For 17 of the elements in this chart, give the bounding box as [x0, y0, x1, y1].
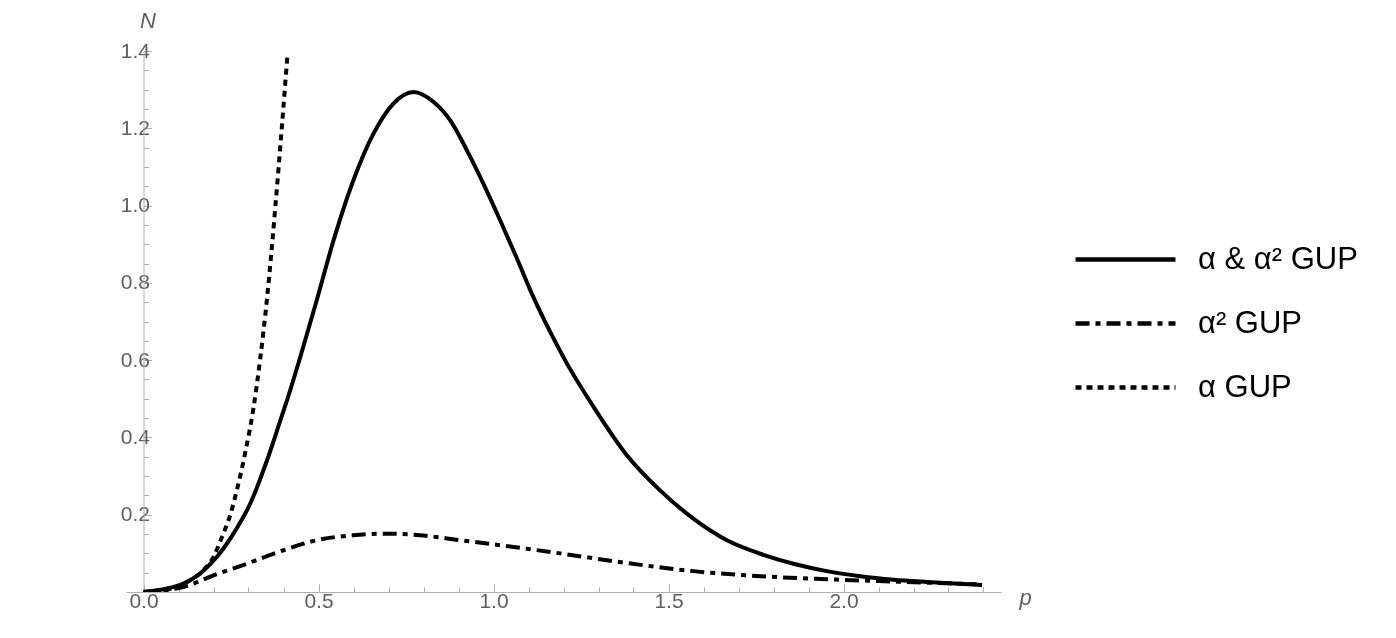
x-tick-label: 0.0: [129, 588, 159, 612]
x-tick-label: 1.0: [479, 588, 509, 612]
x-axis-title: p: [1018, 584, 1032, 610]
y-tick-label: 0.4: [120, 424, 151, 448]
x-tick-label: 1.5: [654, 588, 684, 612]
y-tick-label: 1.4: [120, 38, 151, 62]
legend-label: α² GUP: [1198, 304, 1303, 340]
y-tick-label: 0.6: [120, 347, 150, 371]
legend-label: α GUP: [1198, 368, 1292, 404]
y-tick-label: 0.2: [120, 502, 150, 526]
x-tick-label: 2.0: [829, 588, 859, 612]
legend-label: α & α² GUP: [1198, 240, 1358, 276]
y-tick-label: 0.8: [120, 270, 150, 294]
y-tick-label: 1.0: [120, 193, 150, 217]
y-tick-label: 1.2: [120, 115, 150, 139]
y-axis-title: N: [140, 7, 157, 33]
x-tick-label: 0.5: [304, 588, 334, 612]
